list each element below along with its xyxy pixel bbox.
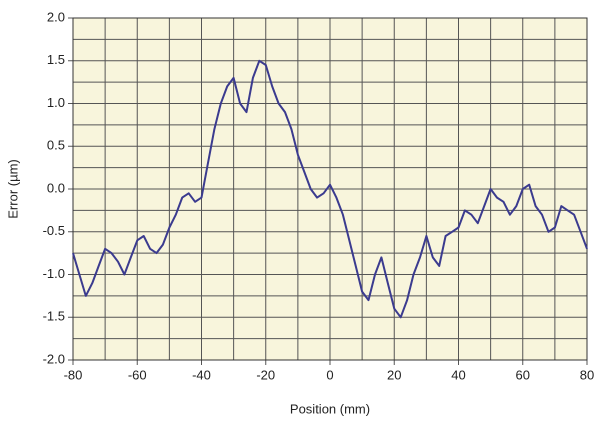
y-tick-label: 0.0 [47,180,65,195]
x-tick-label: 0 [326,367,333,382]
y-tick-label: -2.0 [43,351,65,366]
x-tick-label: 60 [516,367,530,382]
x-tick-label: 40 [451,367,465,382]
y-tick-label: 0.5 [47,138,65,153]
data-line [72,59,588,319]
x-tick-label: -80 [64,367,83,382]
y-tick-label: 1.0 [47,95,65,110]
y-tick-label: -1.5 [43,309,65,324]
y-tick-label: -0.5 [43,223,65,238]
x-tick-label: 80 [580,367,594,382]
x-tick-label: -20 [256,367,275,382]
plot-border [72,17,588,361]
y-tick-label: 1.5 [47,52,65,67]
x-axis-label: Position (mm) [290,401,370,416]
y-axis-label: Error (µm) [5,159,20,218]
y-tick-label: 2.0 [47,9,65,24]
x-tick-label: -40 [192,367,211,382]
y-tick-label: -1.0 [43,266,65,281]
x-tick-label: -60 [128,367,147,382]
x-tick-label: 20 [387,367,401,382]
